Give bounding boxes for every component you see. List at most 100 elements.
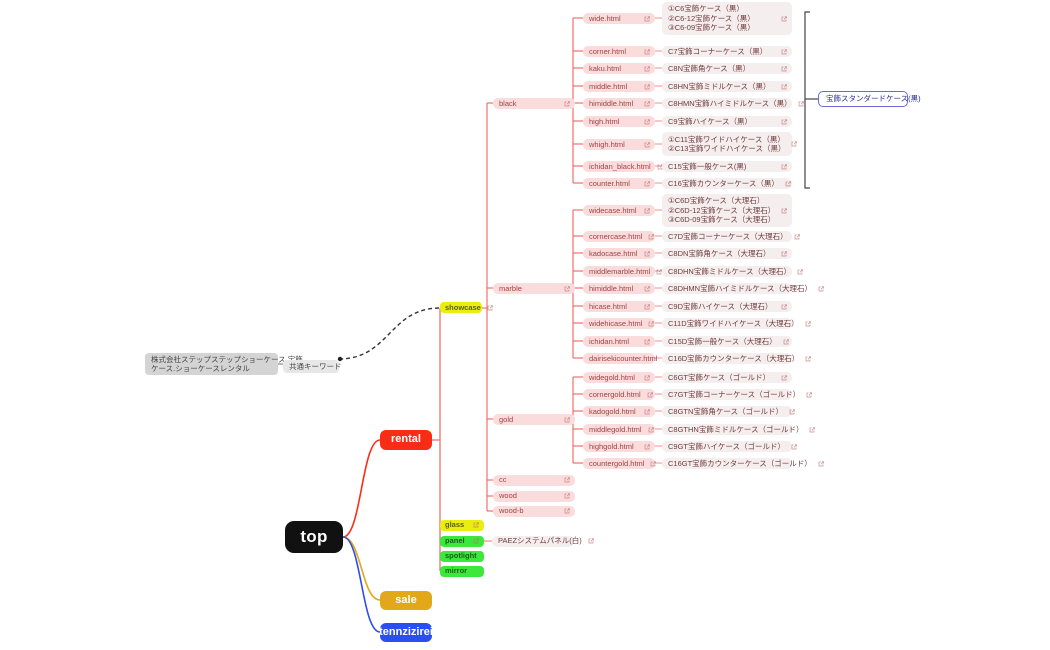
node-mirror[interactable]: mirror [440, 565, 484, 577]
node-cc[interactable]: cc [493, 474, 575, 486]
external-link-icon[interactable] [638, 207, 650, 214]
external-link-icon[interactable] [558, 493, 570, 499]
external-link-icon[interactable] [638, 285, 650, 292]
external-link-icon[interactable] [785, 443, 797, 450]
node-sale[interactable]: sale [380, 591, 432, 610]
external-link-icon[interactable] [812, 460, 824, 467]
external-link-icon[interactable] [638, 303, 650, 310]
external-link-icon[interactable] [638, 338, 650, 345]
black-row-file-8[interactable]: counter.html [583, 178, 655, 189]
black-row-file-1[interactable]: corner.html [583, 46, 655, 57]
black-row-file-3[interactable]: middle.html [583, 81, 655, 92]
external-link-icon[interactable] [775, 65, 787, 72]
external-link-icon[interactable] [558, 100, 570, 107]
external-link-icon[interactable] [775, 250, 787, 257]
external-link-icon[interactable] [644, 460, 657, 467]
external-link-icon[interactable] [775, 303, 787, 310]
marble-row-file-7[interactable]: ichidan.html [583, 336, 655, 347]
external-link-icon[interactable] [638, 15, 650, 22]
external-link-icon[interactable] [777, 338, 789, 345]
external-link-icon[interactable] [582, 538, 594, 544]
marble-row-file-6[interactable]: widehicase.html [583, 318, 655, 329]
node-wood-b[interactable]: wood-b [493, 505, 575, 517]
external-link-icon[interactable] [799, 320, 811, 327]
black-row-file-7-label: ichidan_black.html [589, 161, 651, 171]
node-glass[interactable]: glass [440, 519, 484, 531]
gold-row-detail-3-label: C8GTHN宝飾ミドルケース（ゴールド） [668, 424, 804, 434]
external-link-icon[interactable] [642, 233, 655, 240]
black-row-file-4[interactable]: himiddle.html [583, 98, 655, 109]
external-link-icon[interactable] [788, 233, 800, 240]
node-wood[interactable]: wood [493, 490, 575, 502]
marble-row-file-2[interactable]: kadocase.html [583, 248, 655, 259]
external-link-icon[interactable] [785, 141, 798, 147]
group-black[interactable]: black [493, 98, 575, 109]
node-panel[interactable]: panel [440, 535, 484, 547]
external-link-icon[interactable] [638, 65, 650, 72]
external-link-icon[interactable] [638, 250, 650, 257]
gold-row-file-0[interactable]: widegold.html [583, 372, 655, 383]
external-link-icon[interactable] [800, 391, 812, 398]
external-link-icon[interactable] [558, 477, 570, 483]
group-marble[interactable]: marble [493, 283, 575, 294]
group-gold[interactable]: gold [493, 414, 575, 425]
marble-row-file-1[interactable]: cornercase.html [583, 231, 655, 242]
marble-row-file-3[interactable]: middlemarble.html [583, 266, 663, 277]
external-link-icon[interactable] [642, 320, 655, 327]
external-link-icon[interactable] [791, 268, 803, 275]
external-link-icon[interactable] [641, 391, 653, 398]
external-link-icon[interactable] [638, 48, 650, 55]
marble-row-file-5[interactable]: hicase.html [583, 301, 655, 312]
external-link-icon[interactable] [779, 180, 791, 187]
external-link-icon[interactable] [775, 207, 788, 214]
black-row-file-2[interactable]: kaku.html [583, 63, 655, 74]
external-link-icon[interactable] [783, 408, 795, 415]
external-link-icon[interactable] [651, 163, 663, 170]
node-rental[interactable]: rental [380, 430, 432, 450]
external-link-icon[interactable] [775, 15, 787, 22]
gold-row-file-1[interactable]: cornergold.html [583, 389, 655, 400]
black-row-file-6-label: whigh.html [589, 139, 625, 149]
external-link-icon[interactable] [775, 118, 787, 125]
external-link-icon[interactable] [481, 304, 493, 311]
external-link-icon[interactable] [650, 268, 663, 275]
external-link-icon[interactable] [775, 48, 787, 55]
marble-row-file-8[interactable]: dairisekicounter.html [583, 353, 670, 364]
external-link-icon[interactable] [558, 416, 570, 423]
node-spotlight[interactable]: spotlight [440, 550, 484, 562]
gold-row-file-5[interactable]: countergold.html [583, 458, 657, 469]
gold-row-file-2[interactable]: kadogold.html [583, 406, 655, 417]
external-link-icon[interactable] [558, 285, 570, 292]
external-link-icon[interactable] [812, 285, 824, 292]
black-row-detail-8-label: C16宝飾カウンターケース（黒） [668, 178, 779, 188]
external-link-icon[interactable] [558, 508, 570, 514]
gold-row-file-4[interactable]: highgold.html [583, 441, 655, 452]
external-link-icon[interactable] [638, 443, 650, 450]
external-link-icon[interactable] [803, 426, 816, 433]
external-link-icon[interactable] [638, 83, 650, 90]
node-tennzizirei[interactable]: tennzizirei [379, 623, 433, 642]
external-link-icon[interactable] [638, 374, 650, 381]
external-link-icon[interactable] [775, 374, 787, 381]
black-row-file-7[interactable]: ichidan_black.html [583, 161, 663, 172]
external-link-icon[interactable] [638, 180, 650, 187]
external-link-icon[interactable] [638, 408, 650, 415]
external-link-icon[interactable] [638, 100, 650, 107]
marble-row-file-0[interactable]: widecase.html [583, 205, 655, 216]
black-row-file-5[interactable]: high.html [583, 116, 655, 127]
external-link-icon[interactable] [799, 355, 812, 362]
node-top[interactable]: top [285, 521, 343, 553]
black-row-file-0[interactable]: wide.html [583, 13, 655, 24]
external-link-icon[interactable] [638, 141, 650, 148]
external-link-icon[interactable] [638, 118, 650, 125]
external-link-icon[interactable] [467, 522, 479, 528]
black-row-file-6[interactable]: whigh.html [583, 139, 655, 150]
external-link-icon[interactable] [642, 426, 654, 433]
gold-row-file-3[interactable]: middlegold.html [583, 424, 655, 435]
external-link-icon[interactable] [775, 83, 787, 90]
external-link-icon[interactable] [775, 163, 787, 170]
external-link-icon[interactable] [792, 100, 804, 107]
external-link-icon[interactable] [467, 538, 479, 544]
node-showcase[interactable]: showcase [440, 302, 493, 313]
marble-row-file-4[interactable]: himiddle.html [583, 283, 655, 294]
